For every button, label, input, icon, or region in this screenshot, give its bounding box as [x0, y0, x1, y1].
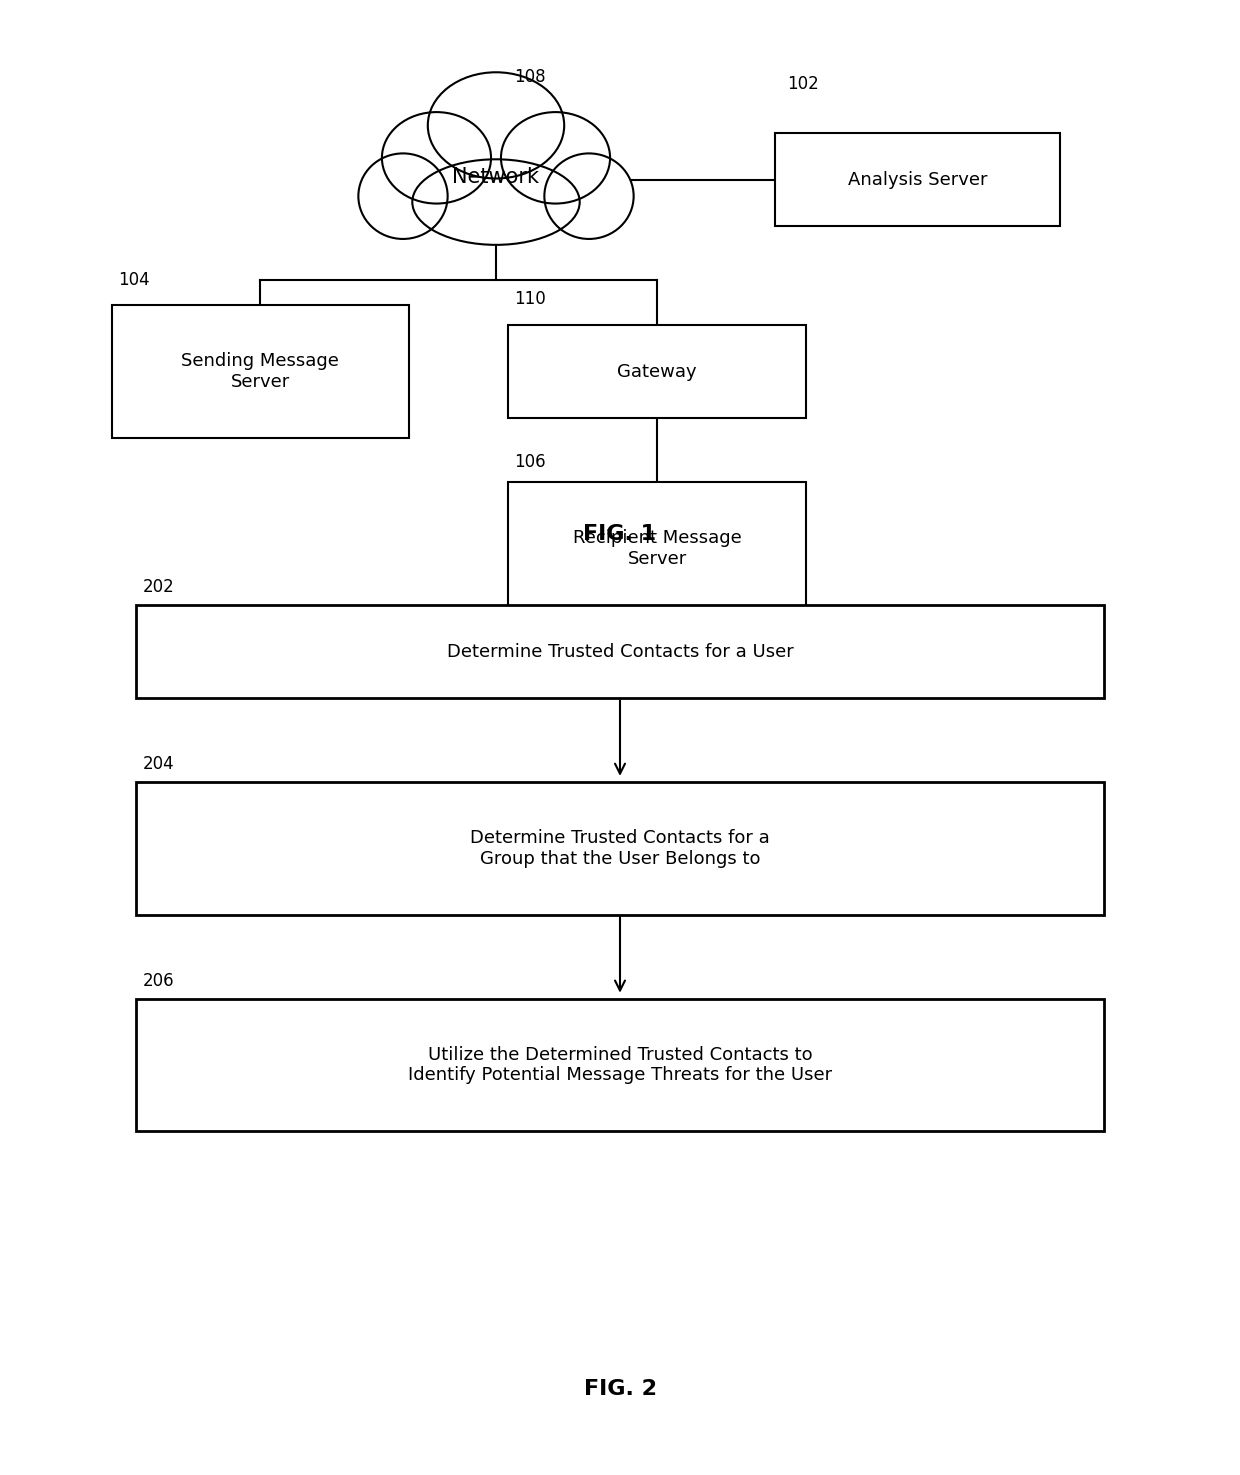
FancyBboxPatch shape [136, 999, 1104, 1131]
Text: Determine Trusted Contacts for a
Group that the User Belongs to: Determine Trusted Contacts for a Group t… [470, 829, 770, 867]
Text: 202: 202 [143, 578, 175, 596]
Ellipse shape [428, 72, 564, 178]
FancyBboxPatch shape [112, 305, 409, 438]
Text: 206: 206 [143, 972, 175, 990]
Ellipse shape [544, 153, 634, 239]
FancyBboxPatch shape [775, 133, 1060, 226]
Text: Determine Trusted Contacts for a User: Determine Trusted Contacts for a User [446, 643, 794, 661]
Ellipse shape [358, 153, 448, 239]
Text: Gateway: Gateway [618, 363, 697, 381]
Text: Sending Message
Server: Sending Message Server [181, 353, 340, 391]
Text: Network: Network [453, 167, 539, 187]
Text: 102: 102 [787, 75, 820, 93]
Text: 108: 108 [515, 68, 547, 86]
Text: 106: 106 [515, 453, 547, 471]
Text: 110: 110 [515, 291, 547, 308]
FancyBboxPatch shape [508, 482, 806, 615]
Text: Analysis Server: Analysis Server [848, 171, 987, 189]
Text: FIG. 2: FIG. 2 [584, 1379, 656, 1400]
Text: Utilize the Determined Trusted Contacts to
Identify Potential Message Threats fo: Utilize the Determined Trusted Contacts … [408, 1046, 832, 1084]
FancyBboxPatch shape [508, 324, 806, 417]
Ellipse shape [412, 159, 580, 245]
Text: FIG. 1: FIG. 1 [584, 524, 656, 544]
Ellipse shape [382, 112, 491, 204]
FancyBboxPatch shape [136, 782, 1104, 914]
Text: 204: 204 [143, 755, 175, 773]
Text: Recipient Message
Server: Recipient Message Server [573, 530, 742, 568]
Text: 104: 104 [118, 271, 150, 289]
FancyBboxPatch shape [136, 605, 1104, 698]
Ellipse shape [501, 112, 610, 204]
